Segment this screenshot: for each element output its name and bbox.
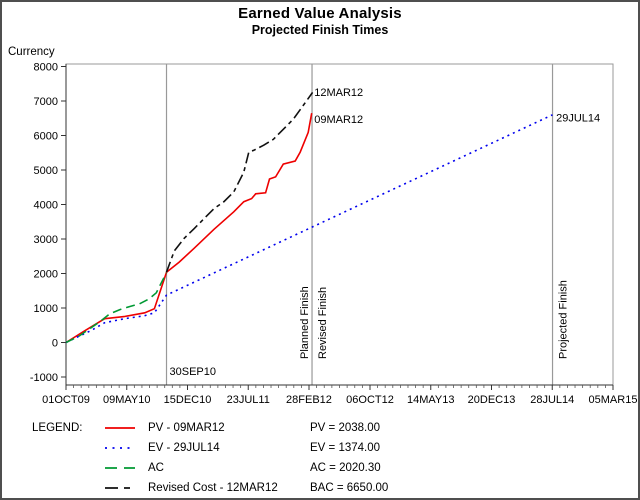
- legend-label-ev: EV - 29JUL14: [148, 442, 220, 454]
- x-tick-label: 14MAY13: [407, 394, 455, 406]
- annotation-label: 29JUL14: [556, 112, 600, 124]
- legend: LEGEND: PV - 09MAR12 PV = 2038.00 EV - 2…: [32, 418, 388, 498]
- x-tick-label: 28JUL14: [530, 394, 574, 406]
- x-tick-label: 23JUL11: [227, 394, 270, 406]
- legend-swatch-pv: [105, 427, 135, 429]
- y-tick-label: 1000: [34, 303, 58, 315]
- plot-frame: [65, 63, 614, 386]
- legend-swatch-revised-cost: [105, 487, 135, 489]
- series-line-revised-cost: [165, 91, 314, 273]
- legend-value-ev: EV = 1374.00: [310, 442, 381, 454]
- x-tick-label: 28FEB12: [286, 394, 332, 406]
- y-tick-label: 5000: [34, 165, 58, 177]
- legend-value-ac: AC = 2020.30: [310, 462, 381, 474]
- x-tick-label: 06OCT12: [346, 394, 394, 406]
- y-tick-label: 7000: [34, 96, 58, 108]
- chart-subtitle: Projected Finish Times: [251, 23, 389, 37]
- legend-heading: LEGEND:: [32, 422, 83, 434]
- x-tick-label: 20DEC13: [468, 394, 516, 406]
- y-tick-label: 6000: [34, 130, 58, 142]
- refline-label: 30SEP10: [170, 366, 216, 378]
- y-tick-label: 0: [52, 337, 58, 349]
- legend-label-revised-cost: Revised Cost - 12MAR12: [148, 482, 278, 494]
- x-tick-label: 15DEC10: [164, 394, 212, 406]
- legend-label-pv: PV - 09MAR12: [148, 422, 225, 434]
- legend-value-pv: PV = 2038.00: [310, 422, 381, 434]
- x-tick-label: 09MAY10: [103, 394, 151, 406]
- chart-title: Earned Value Analysis: [238, 5, 402, 22]
- chart-plot-area: 30SEP10 Planned Finish Revised Finish Proje…: [30, 61, 638, 406]
- y-tick-label: 3000: [34, 234, 58, 246]
- legend-label-ac: AC: [148, 462, 164, 474]
- y-tick-label: 4000: [34, 199, 58, 211]
- y-tick-label: 8000: [34, 61, 58, 73]
- refline-label-rotated: Projected Finish: [558, 280, 570, 359]
- y-tick-label: -1000: [30, 372, 58, 384]
- series-line-pv: [65, 112, 313, 344]
- series-line-ev: [65, 114, 553, 344]
- annotation-label: 12MAR12: [314, 87, 363, 99]
- legend-swatch-ev: [105, 447, 135, 449]
- legend-value-revised-cost: BAC = 6650.00: [310, 482, 389, 494]
- refline-label-rotated: Planned Finish: [299, 286, 311, 359]
- series-line-ac: [65, 272, 168, 344]
- y-tick-label: 2000: [34, 268, 58, 280]
- refline-label-rotated: Revised Finish: [317, 287, 329, 359]
- legend-swatch-ac: [105, 467, 135, 469]
- y-axis-title: Currency: [8, 46, 55, 58]
- x-tick-label: 05MAR15: [589, 394, 638, 406]
- x-tick-label: 01OCT09: [42, 394, 90, 406]
- annotation-label: 09MAR12: [314, 114, 363, 126]
